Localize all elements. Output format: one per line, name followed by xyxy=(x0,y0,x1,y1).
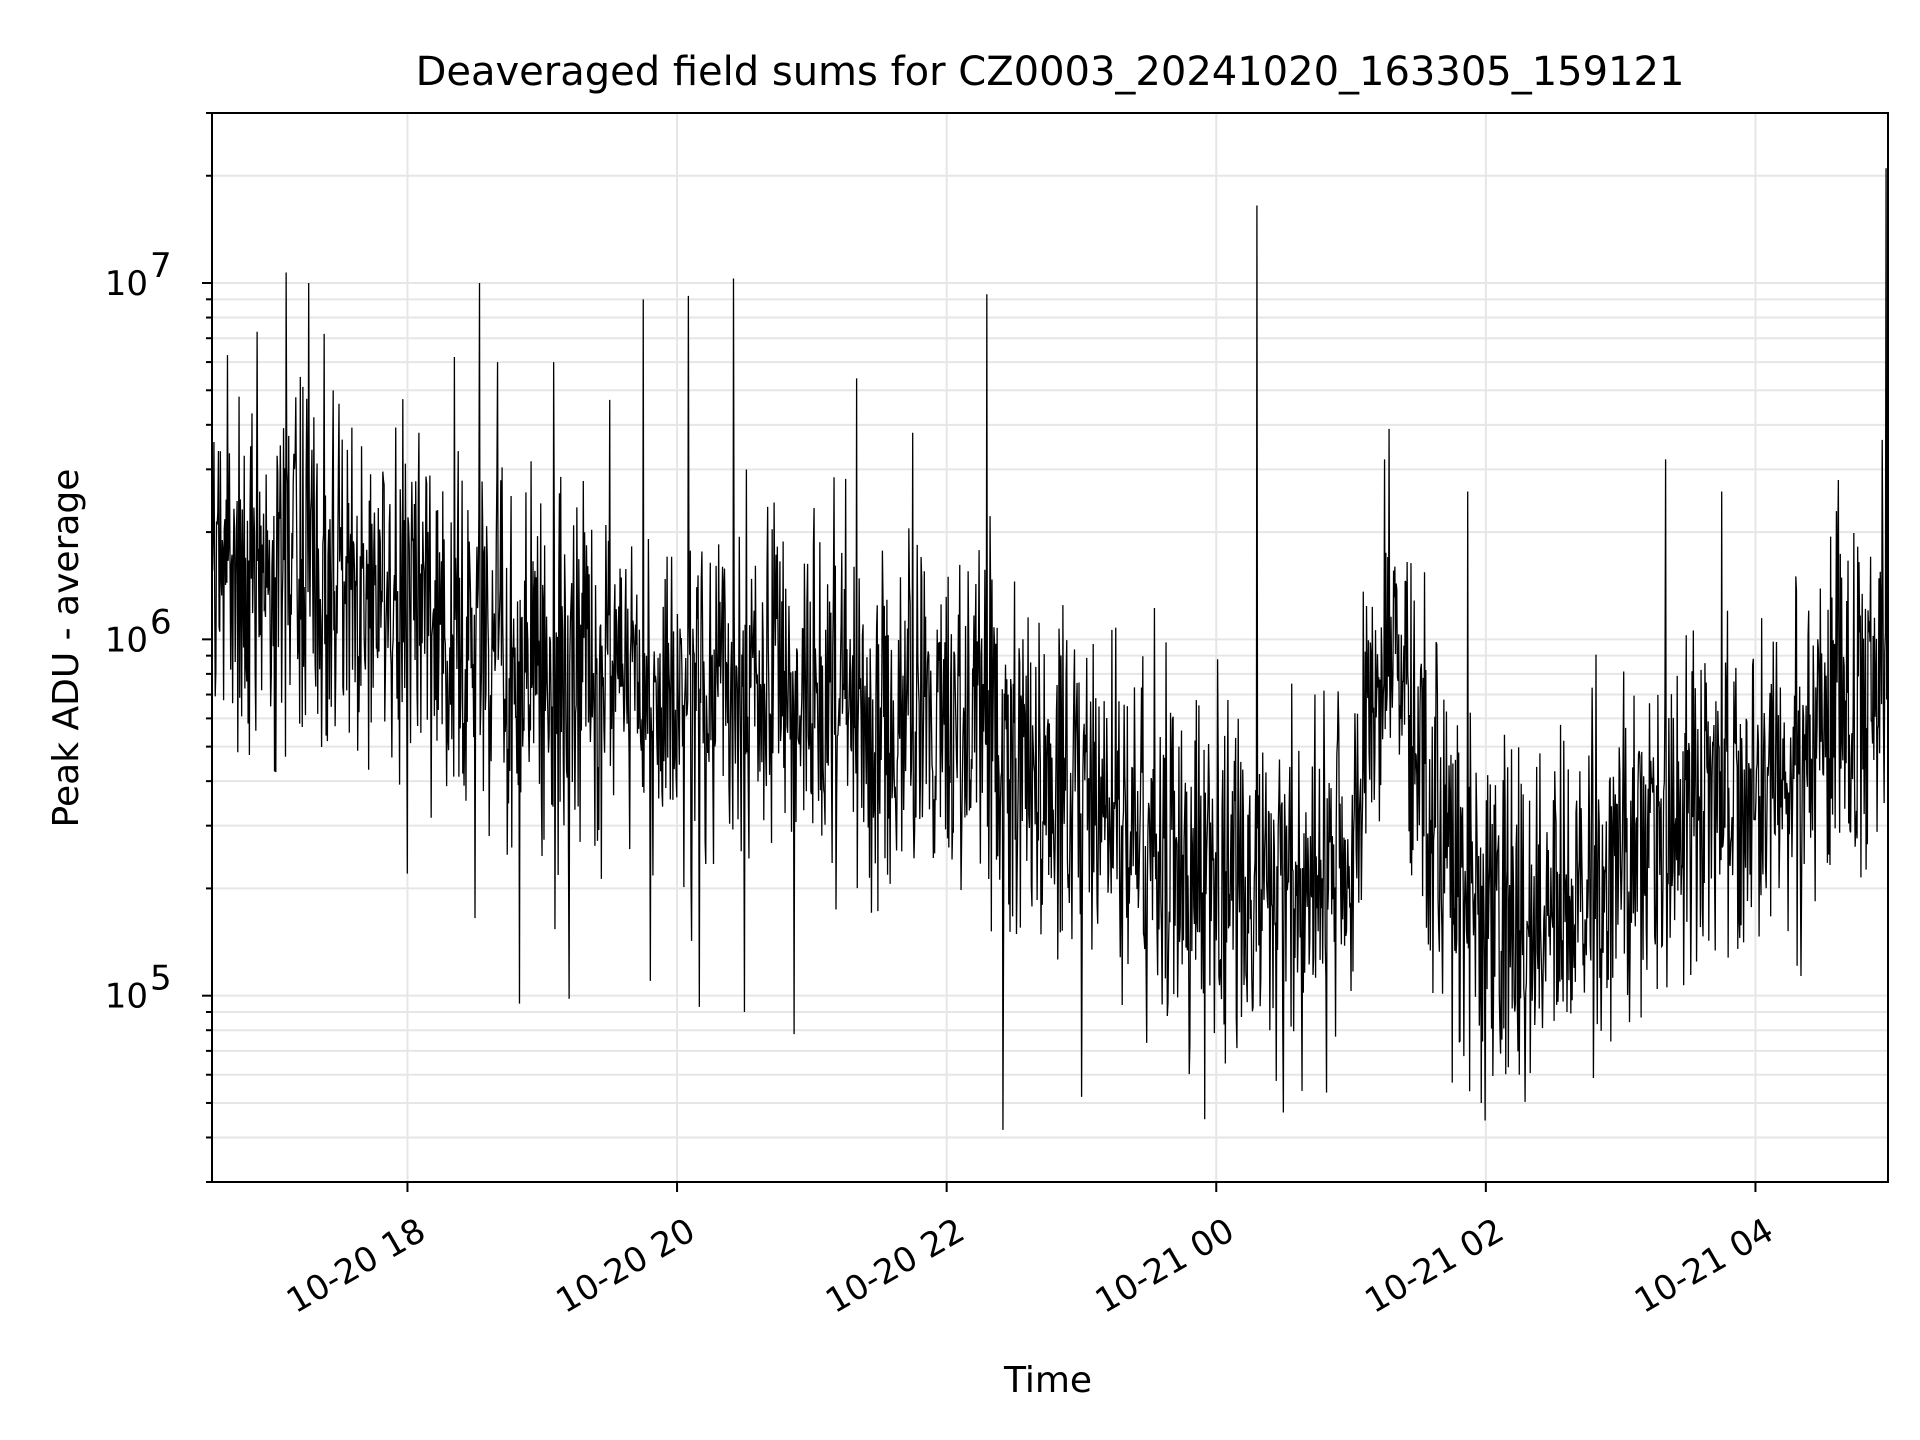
y-tick-label-exponent: 5 xyxy=(150,959,172,999)
plot-frame xyxy=(211,112,1889,1183)
y-tick-label-exponent: 6 xyxy=(150,602,172,642)
series-line xyxy=(211,168,1889,1130)
y-tick-label: 10 xyxy=(105,620,148,660)
y-tick-label: 10 xyxy=(105,977,148,1017)
y-tick-label-exponent: 7 xyxy=(150,246,172,286)
data-series xyxy=(211,168,1889,1130)
x-axis-label: Time xyxy=(1003,1360,1092,1401)
y-tick-label: 10 xyxy=(105,264,148,304)
y-axis-label: Peak ADU - average xyxy=(46,469,87,828)
chart-title: Deaveraged field sums for CZ0003_2024102… xyxy=(416,49,1685,95)
